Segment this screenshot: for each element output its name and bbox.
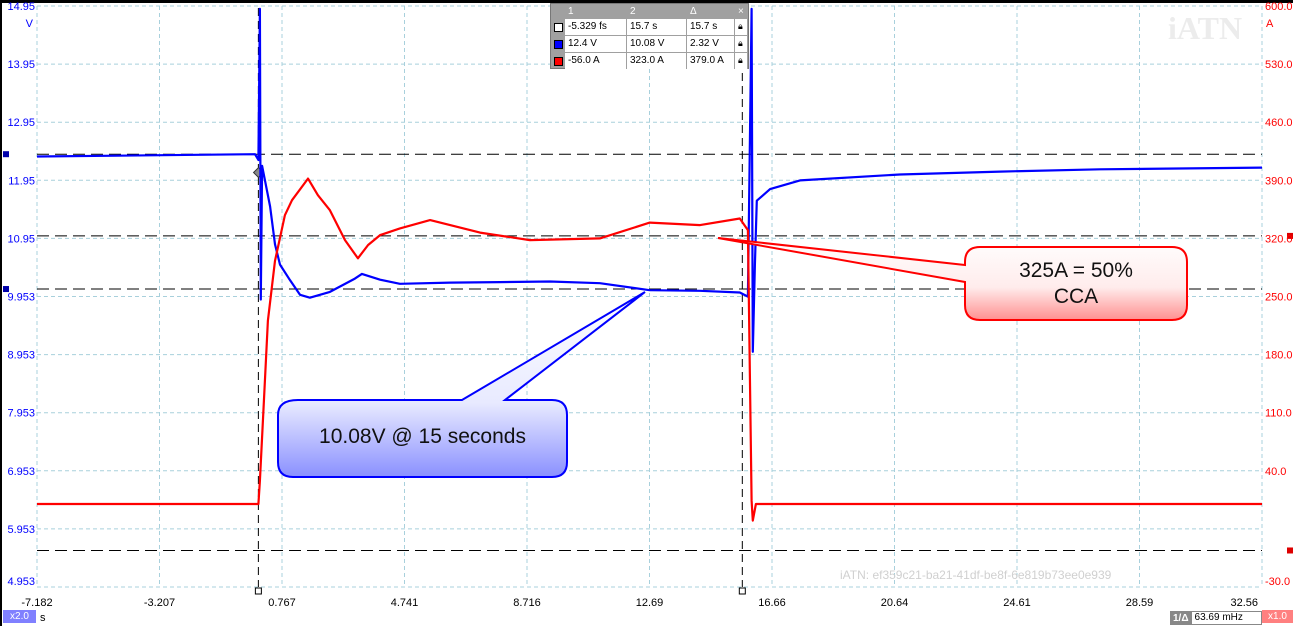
left-tick-label: 11.95 xyxy=(8,175,35,187)
x-tick-label: 32.56 xyxy=(1230,597,1258,609)
left-tick-label: 4.953 xyxy=(7,576,35,588)
lock-icon[interactable]: 🔒︎ xyxy=(735,36,748,52)
x-tick-label: 20.64 xyxy=(881,597,909,609)
current-trace xyxy=(37,177,1262,522)
right-axis-scale-badge[interactable]: x1.0 xyxy=(1262,610,1293,623)
watermark-id: iATN: ef359c21-ba21-41df-be8f-6e819b73ee… xyxy=(840,568,1112,582)
x-tick-label: 16.66 xyxy=(758,597,786,609)
cursor-2-value: 15.7 s xyxy=(627,19,687,35)
x-tick-label: 12.69 xyxy=(636,597,664,609)
cursor-row-voltage: 12.4 V 10.08 V 2.32 V 🔒︎ xyxy=(551,36,748,52)
right-tick-label: 250.0 xyxy=(1265,292,1293,304)
cursor-2-value: 10.08 V xyxy=(627,36,687,52)
left-tick-label: 13.95 xyxy=(7,59,35,71)
channel-swatch xyxy=(554,40,563,49)
channel-swatch xyxy=(554,23,563,32)
cursor-row-current: -56.0 A 323.0 A 379.0 A 🔒︎ xyxy=(551,53,748,69)
voltage-callout-bubble xyxy=(277,291,646,478)
left-border xyxy=(0,0,2,626)
x-tick-label: 0.767 xyxy=(268,597,296,609)
cursor-2-value: 323.0 A xyxy=(627,53,687,69)
right-tick-label: 600.0 xyxy=(1265,1,1293,13)
cursor-table-header: 1 2 Δ × xyxy=(551,4,748,18)
close-icon[interactable]: × xyxy=(738,6,744,17)
x-tick-label: -7.182 xyxy=(21,597,52,609)
left-tick-label: 9.953 xyxy=(7,292,35,304)
right-tick-label: 40.0 xyxy=(1265,466,1286,478)
current-callout-line-1: 325A = 50% xyxy=(1019,259,1133,282)
channel-swatch xyxy=(554,57,563,66)
left-axis-scale-badge[interactable]: x2.0 xyxy=(3,610,36,623)
right-tick-label: 390.0 xyxy=(1265,175,1293,187)
voltage-cursor-handle xyxy=(3,151,9,158)
current-callout-line-2: CCA xyxy=(1053,285,1099,308)
time-cursor-handle xyxy=(738,587,746,595)
lock-icon[interactable]: 🔒︎ xyxy=(735,19,748,35)
header-cursor-2: 2 xyxy=(630,6,636,17)
right-tick-label: 110.0 xyxy=(1265,408,1292,420)
right-tick-label: 180.0 xyxy=(1265,350,1293,362)
top-border xyxy=(0,0,1293,3)
delta-value: 15.7 s xyxy=(687,19,735,35)
cursor-row-time: -5.329 fs 15.7 s 15.7 s 🔒︎ xyxy=(551,19,748,35)
left-tick-label: 7.953 xyxy=(7,408,35,420)
right-tick-label: -30.0 xyxy=(1265,576,1290,588)
left-tick-label: 5.953 xyxy=(7,524,35,536)
cursor-1-value: 12.4 V xyxy=(565,36,627,52)
x-axis-unit: s xyxy=(40,612,46,624)
current-callout-bubble xyxy=(717,237,1188,321)
x-tick-label: 8.716 xyxy=(513,597,541,609)
x-tick-label: 28.59 xyxy=(1126,597,1154,609)
left-tick-label: 6.953 xyxy=(7,466,35,478)
left-tick-label: 14.95 xyxy=(7,1,35,13)
frequency-readout: 1/Δ 63.69 mHz xyxy=(1170,611,1262,625)
freq-label: 1/Δ xyxy=(1173,612,1189,624)
freq-value: 63.69 mHz xyxy=(1191,612,1261,624)
x-tick-label: 4.741 xyxy=(391,597,419,609)
cursor-1-value: -56.0 A xyxy=(565,53,627,69)
current-cursor-handle xyxy=(1287,547,1293,554)
left-axis-unit: V xyxy=(26,18,34,30)
left-tick-label: 12.95 xyxy=(7,117,35,129)
delta-value: 379.0 A xyxy=(687,53,735,69)
cursor-measurement-table[interactable]: 1 2 Δ × -5.329 fs 15.7 s 15.7 s 🔒︎ 12.4 … xyxy=(550,3,749,69)
left-tick-label: 10.95 xyxy=(7,233,35,245)
iatn-logo-watermark: iATN xyxy=(1168,10,1243,46)
right-axis-unit: A xyxy=(1266,18,1274,30)
voltage-trace xyxy=(36,7,1263,353)
header-delta: Δ xyxy=(690,6,697,17)
right-tick-label: 530.0 xyxy=(1265,59,1293,71)
x-tick-label: -3.207 xyxy=(144,597,175,609)
voltage-cursor-handle xyxy=(3,286,9,293)
cursor-1-value: -5.329 fs xyxy=(565,19,627,35)
delta-value: 2.32 V xyxy=(687,36,735,52)
left-tick-label: 8.953 xyxy=(7,350,35,362)
current-callout-text: 325A = 50% CCA xyxy=(967,258,1185,310)
lock-icon[interactable]: 🔒︎ xyxy=(735,53,748,69)
current-cursor-handle xyxy=(1287,232,1293,239)
right-tick-label: 460.0 xyxy=(1265,117,1293,129)
header-cursor-1: 1 xyxy=(568,6,574,17)
x-tick-label: 24.61 xyxy=(1003,597,1031,609)
time-cursor-handle xyxy=(254,587,262,595)
right-tick-label: 320.0 xyxy=(1265,233,1293,245)
voltage-callout-text: 10.08V @ 15 seconds xyxy=(319,425,526,448)
